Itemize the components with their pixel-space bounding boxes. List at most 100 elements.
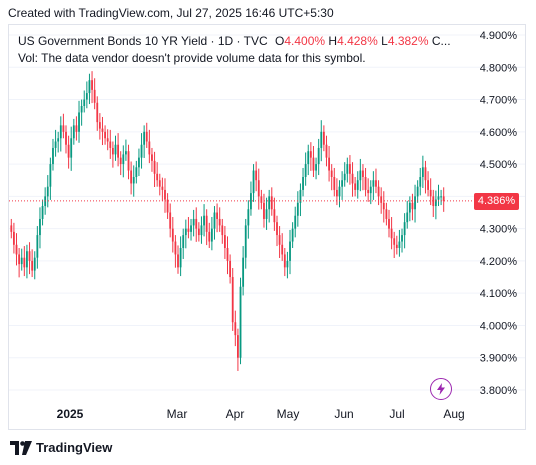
candle (325, 135, 328, 167)
candle (354, 177, 357, 197)
flash-button[interactable] (430, 378, 452, 400)
candle (197, 222, 200, 242)
candle (18, 248, 21, 278)
candle (260, 189, 263, 210)
price-tick-label: 4.800% (480, 62, 518, 74)
candle (388, 209, 390, 238)
close-label: C... (431, 34, 451, 48)
candle (177, 245, 179, 274)
price-tick-label: 4.300% (480, 224, 518, 236)
candle (226, 236, 229, 275)
candle (70, 126, 73, 171)
candle (359, 158, 362, 192)
candle (286, 251, 289, 279)
chart-frame[interactable] (8, 24, 526, 430)
candle (278, 226, 281, 259)
candle (161, 177, 164, 201)
candle (333, 167, 336, 197)
candle (158, 173, 161, 196)
candle (192, 209, 195, 237)
price-tick-label: 4.700% (480, 95, 518, 107)
candle (283, 248, 286, 277)
candle (281, 233, 284, 261)
symbol-legend: US Government Bonds 10 YR Yield · 1D · T… (18, 34, 451, 48)
candle (200, 216, 203, 244)
candle (26, 244, 28, 279)
candle (349, 155, 351, 185)
candle (140, 133, 143, 169)
candle (119, 151, 122, 176)
candle (393, 231, 396, 259)
candle (106, 129, 109, 151)
price-tick-label: 4.500% (480, 159, 518, 171)
candle (208, 222, 211, 248)
candle (96, 96, 99, 131)
candle (91, 71, 93, 104)
tradingview-logo[interactable]: TradingView (10, 440, 112, 455)
candle (421, 155, 424, 188)
candle (93, 78, 96, 110)
candle (164, 178, 166, 213)
candle (72, 118, 75, 145)
candle (382, 191, 385, 223)
price-tick-label: 4.900% (480, 30, 518, 42)
candle (408, 196, 411, 222)
candle (242, 246, 245, 296)
candle (429, 178, 432, 206)
candle (250, 181, 252, 216)
candle (411, 193, 414, 221)
candle (65, 125, 67, 154)
candle (15, 233, 18, 266)
candle (385, 202, 388, 226)
price-tick-label: 4.200% (480, 256, 518, 268)
candle (67, 135, 70, 169)
candle (322, 125, 325, 152)
candle (229, 254, 232, 284)
candle (367, 178, 370, 202)
price-tick-label: 3.800% (480, 385, 518, 397)
candle (343, 162, 346, 187)
price-tick-label: 4.000% (480, 320, 518, 332)
time-tick-label: Jun (334, 407, 353, 421)
candle (130, 161, 133, 195)
candle (294, 206, 297, 238)
candle (184, 219, 187, 249)
candle (398, 229, 401, 257)
high-value: 4.428% (337, 34, 378, 48)
candle (403, 213, 406, 249)
candle (57, 131, 60, 153)
time-tick-label: Aug (443, 407, 464, 421)
candle (372, 171, 375, 200)
candle (46, 175, 49, 208)
candle (432, 189, 435, 218)
candle (109, 129, 112, 159)
candle (440, 189, 443, 206)
candle (255, 161, 258, 192)
candle (122, 145, 125, 178)
candle (296, 191, 299, 227)
candle (203, 204, 205, 237)
candle (75, 116, 78, 141)
candle (312, 146, 315, 177)
candle (289, 229, 291, 275)
candle (88, 73, 91, 105)
price-tick-label: 3.900% (480, 353, 518, 365)
candle (247, 200, 250, 239)
candle (291, 222, 294, 248)
candle (174, 235, 177, 268)
candle (98, 113, 101, 140)
volume-note: Vol: The data vendor doesn't provide vol… (18, 51, 366, 65)
candle (364, 167, 367, 197)
candle (434, 190, 437, 220)
candle (85, 81, 88, 109)
chart-credit-text: Created with TradingView.com, Jul 27, 20… (8, 6, 334, 20)
candle (33, 251, 36, 280)
candle (28, 242, 31, 275)
candle (216, 203, 218, 233)
candle (299, 183, 302, 217)
time-tick-label: May (277, 407, 300, 421)
candle (320, 120, 323, 162)
price-axis: 4.900%4.800%4.700%4.600%4.500%4.400%4.30… (480, 30, 518, 397)
candle (239, 277, 242, 365)
